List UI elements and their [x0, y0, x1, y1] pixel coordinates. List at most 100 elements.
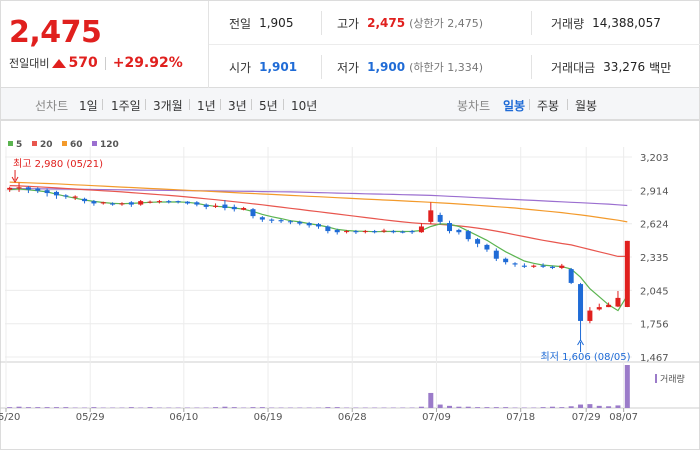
daily-candle-button[interactable]: 일봉: [503, 99, 526, 113]
candle-body: [540, 265, 546, 267]
divider: [531, 11, 532, 35]
volume-bar: [503, 407, 509, 408]
low-arrow-icon: [577, 339, 584, 346]
candle-body: [531, 265, 537, 267]
x-tick-label: 05/20: [0, 412, 20, 423]
candle-chart-label: 봉차트: [457, 99, 491, 113]
candle-body: [316, 224, 321, 227]
candle-body: [400, 231, 406, 233]
monthly-candle-button[interactable]: 월봉: [575, 99, 598, 113]
candle-body: [222, 204, 228, 209]
low-stat: 저가 1,900 (하한가 1,334): [337, 45, 483, 89]
prev-close-label: 전일: [229, 16, 252, 31]
range-10y-button[interactable]: 10년: [291, 99, 318, 113]
volume-bar: [484, 407, 490, 408]
volume-bar: [568, 406, 574, 408]
candle-body: [587, 310, 593, 321]
ma5-line: [9, 188, 628, 312]
candle-body: [606, 304, 612, 308]
chart-toolbar: 선차트 1일 1주일 3개월 1년 3년 5년 10년 봉차트 일봉 주봉 월봉: [0, 88, 700, 120]
candle-body: [213, 205, 219, 207]
x-tick-label: 07/09: [422, 412, 451, 423]
divider: [189, 99, 190, 110]
divider: [531, 55, 532, 79]
candle-body: [166, 201, 172, 203]
current-price: 2,475: [9, 15, 102, 50]
range-1d-button[interactable]: 1일: [79, 99, 98, 113]
prev-close-stat: 전일 1,905: [229, 1, 293, 45]
price-chart[interactable]: 3,203 2,914 2,624 2,335 2,045 1,756 1,467 05/20…: [0, 120, 700, 450]
candle-body: [381, 230, 387, 232]
candle-body: [128, 202, 134, 205]
x-tick-label: 05/29: [76, 412, 105, 423]
volume-stat: 거래량 14,388,057: [551, 1, 661, 45]
divider: [321, 55, 322, 79]
volume-bar: [615, 405, 621, 408]
divider: [145, 99, 146, 110]
volume-bar: [465, 406, 471, 408]
open-label: 시가: [229, 60, 252, 75]
candle-body: [156, 201, 162, 203]
range-5y-button[interactable]: 5년: [259, 99, 278, 113]
ma120-line: [9, 187, 628, 207]
lower-limit-text: (하한가 1,334): [409, 61, 483, 74]
candlestick-chart[interactable]: 3,203 2,914 2,624 2,335 2,045 1,756 1,467 05/20…: [0, 120, 700, 450]
trade-amount-unit: 백만: [649, 60, 672, 75]
trade-amount-stat: 거래대금 33,276 백만: [551, 45, 671, 89]
candle-body: [25, 187, 31, 190]
candle-body: [475, 239, 481, 244]
y-tick-label: 3,203: [640, 153, 669, 164]
candle-body: [147, 201, 153, 203]
candle-body: [297, 221, 303, 224]
candle-body: [325, 226, 331, 232]
candle-body: [250, 209, 256, 217]
y-tick-label: 2,045: [640, 286, 669, 297]
volume-bar: [559, 407, 565, 408]
divider: [567, 99, 568, 110]
high-annotation: 최고 2,980 (05/21): [13, 158, 103, 170]
candle-body: [203, 204, 209, 207]
range-1y-button[interactable]: 1년: [197, 99, 216, 113]
x-tick-label: 07/29: [572, 412, 601, 423]
candle-body: [259, 217, 265, 220]
legend-label: 20: [40, 140, 53, 150]
volume-bar: [35, 407, 41, 408]
range-3y-button[interactable]: 3년: [228, 99, 247, 113]
candle-body: [372, 231, 378, 233]
volume-bar: [147, 407, 153, 408]
volume-bar: [418, 406, 424, 408]
divider: [220, 99, 221, 110]
candle-body: [110, 203, 116, 205]
divider: [321, 11, 322, 35]
candle-body: [184, 201, 190, 204]
legend-label: 120: [100, 140, 119, 150]
volume-bar: [437, 404, 443, 408]
candle-body: [119, 203, 125, 205]
weekly-candle-button[interactable]: 주봉: [537, 99, 560, 113]
y-tick-label: 1,467: [640, 353, 669, 364]
candle-body: [568, 269, 574, 283]
volume-bar: [493, 407, 499, 408]
volume-bar: [128, 407, 134, 408]
candle-body: [278, 220, 284, 222]
candle-body: [418, 226, 424, 233]
low-label: 저가: [337, 60, 360, 75]
legend-label: 5: [16, 140, 22, 150]
range-3m-button[interactable]: 3개월: [153, 99, 183, 113]
volume-bar: [549, 406, 555, 408]
volume-bar: [540, 407, 546, 408]
candle-body: [63, 195, 69, 197]
price-box: 2,475 전일대비 570 +29.92%: [1, 1, 209, 89]
candle-body: [559, 265, 565, 268]
volume-bar: [624, 365, 630, 408]
volume-label: 거래량: [551, 16, 585, 31]
trade-amount-value: 33,276: [603, 60, 646, 74]
candle-body: [175, 201, 181, 203]
legend-label: 60: [70, 140, 83, 150]
change-percent: +29.92%: [112, 55, 183, 71]
x-tick-label: 08/07: [609, 412, 638, 423]
range-1w-button[interactable]: 1주일: [111, 99, 141, 113]
volume-bar: [44, 407, 50, 408]
x-tick-label: 06/10: [169, 412, 198, 423]
candle-body: [549, 266, 555, 268]
